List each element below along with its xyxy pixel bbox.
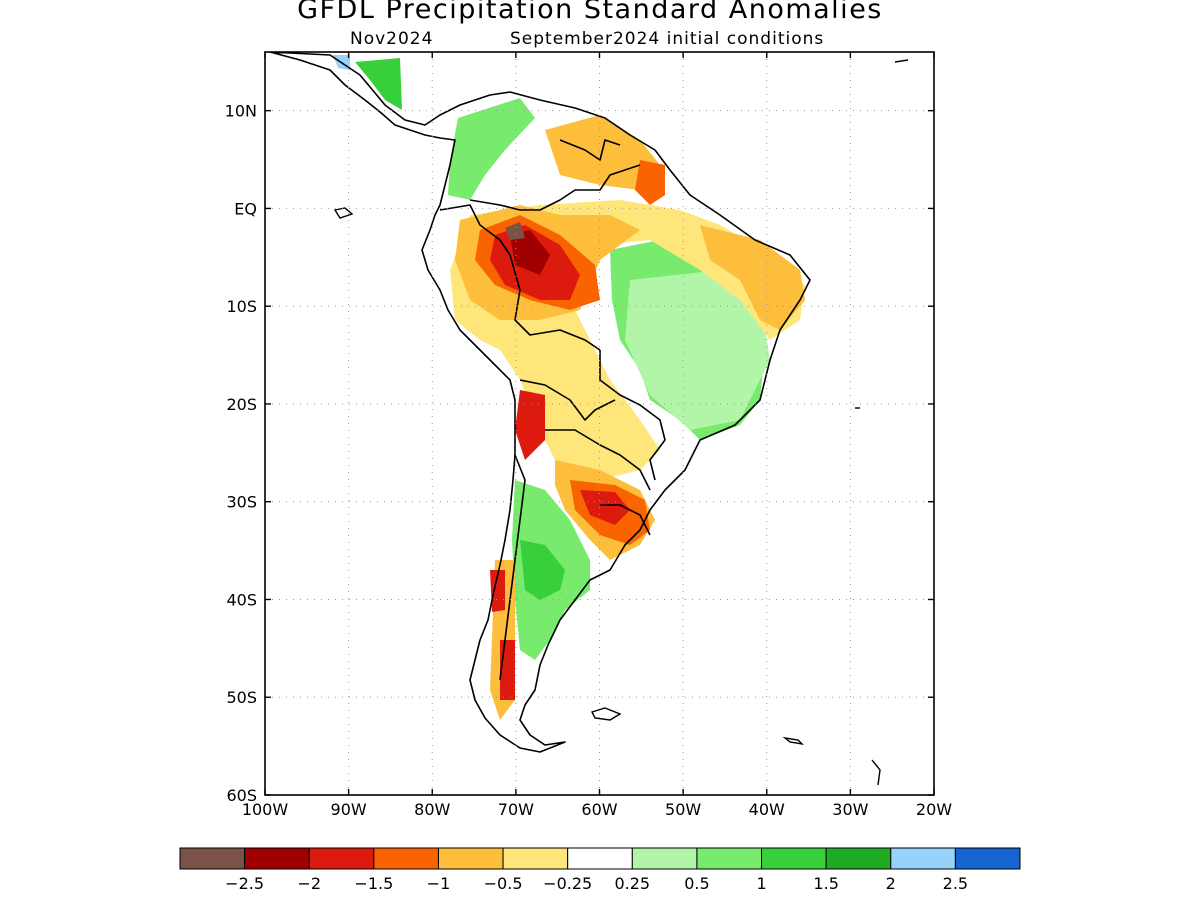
colorbar-label: 0.5: [684, 874, 709, 893]
country-border: [599, 350, 666, 481]
colorbar-label: −2.5: [225, 874, 264, 893]
sandwich-islands: [871, 759, 881, 786]
anomaly-region: [448, 98, 535, 200]
lat-tick-label: 10N: [225, 102, 257, 121]
colorbar-swatch: [890, 847, 956, 870]
colorbar-label: −2: [297, 874, 321, 893]
colorbar-swatch: [825, 847, 892, 870]
country-border: [439, 204, 511, 256]
anomaly-region: [520, 540, 565, 600]
lat-tick-label: 10S: [226, 297, 257, 316]
colorbar-swatch: [696, 847, 763, 870]
gridlines: [265, 52, 934, 795]
colorbar-swatch: [244, 847, 310, 870]
colorbar-swatch: [631, 847, 698, 870]
falkland-islands: [591, 707, 622, 721]
colorbar-swatch: [437, 847, 504, 870]
colorbar: −2.5 −2 −1.5 −1 −0.5 −0.25 0.25 0.5 1 1.5 2 2.5: [179, 847, 1021, 893]
lon-tick-label: 100W: [242, 800, 289, 819]
country-border: [499, 454, 526, 681]
anomaly-region: [500, 640, 515, 700]
axes: 100W 90W 80W 70W 60W 50W 40W 30W 20W 10N EQ 10S 20S 3…: [225, 52, 952, 819]
anomaly-region: [515, 390, 545, 460]
country-border: [559, 139, 621, 161]
lat-tick-label: EQ: [234, 199, 257, 218]
lon-tick-label: 60W: [581, 800, 617, 819]
forecast-month: Nov2024: [350, 29, 434, 49]
south-america-coastline: [269, 52, 811, 753]
lon-tick-label: 30W: [832, 800, 868, 819]
galapagos-islands: [333, 207, 354, 219]
colorbar-swatch: [179, 847, 246, 870]
lon-tick-label: 40W: [749, 800, 785, 819]
country-border: [509, 254, 601, 351]
lon-tick-label: 80W: [414, 800, 450, 819]
initial-conditions-label: September2024 initial conditions: [510, 29, 825, 49]
country-border: [545, 429, 651, 491]
anomaly-region: [490, 570, 505, 612]
colorbar-swatch: [502, 847, 569, 870]
colorbar-swatch: [954, 847, 1021, 870]
lat-tick-label: 50S: [226, 688, 257, 707]
islands: [333, 59, 909, 786]
lat-tick-label: 20S: [226, 395, 257, 414]
map-title: GFDL Precipitation Standard Anomalies: [297, 0, 883, 25]
coastline-borders: [269, 52, 811, 753]
colorbar-label: 2.5: [943, 874, 968, 893]
colorbar-label: −0.5: [484, 874, 523, 893]
colorbar-label: 1: [756, 874, 766, 893]
anomaly-region: [625, 270, 770, 430]
colorbar-swatch: [761, 847, 827, 870]
lon-tick-label: 20W: [916, 800, 952, 819]
lat-tick-label: 30S: [226, 493, 257, 512]
anomaly-region: [355, 58, 402, 110]
anomaly-region: [510, 230, 550, 275]
lon-tick-label: 50W: [665, 800, 701, 819]
colorbar-label: 0.25: [614, 874, 650, 893]
colorbar-label: −1: [427, 874, 451, 893]
colorbar-swatch: [308, 847, 375, 870]
south-georgia: [782, 736, 805, 746]
colorbar-label: −0.25: [543, 874, 592, 893]
map-content: [265, 52, 934, 795]
colorbar-label: −1.5: [354, 874, 393, 893]
colorbar-swatch: [567, 847, 633, 870]
lon-tick-label: 70W: [498, 800, 534, 819]
colorbar-swatch: [373, 847, 439, 870]
anomaly-region: [700, 225, 805, 330]
country-border: [519, 379, 616, 421]
lat-tick-label: 60S: [226, 786, 257, 805]
country-border: [600, 504, 651, 536]
colorbar-label: 1.5: [813, 874, 838, 893]
cape-verde-islands: [894, 59, 909, 63]
anomaly-region: [580, 490, 630, 525]
lat-tick-label: 40S: [226, 590, 257, 609]
anomaly-region: [505, 222, 525, 240]
colorbar-label: 2: [886, 874, 896, 893]
anomaly-region: [635, 160, 665, 205]
country-border: [469, 164, 641, 211]
lon-tick-label: 90W: [331, 800, 367, 819]
